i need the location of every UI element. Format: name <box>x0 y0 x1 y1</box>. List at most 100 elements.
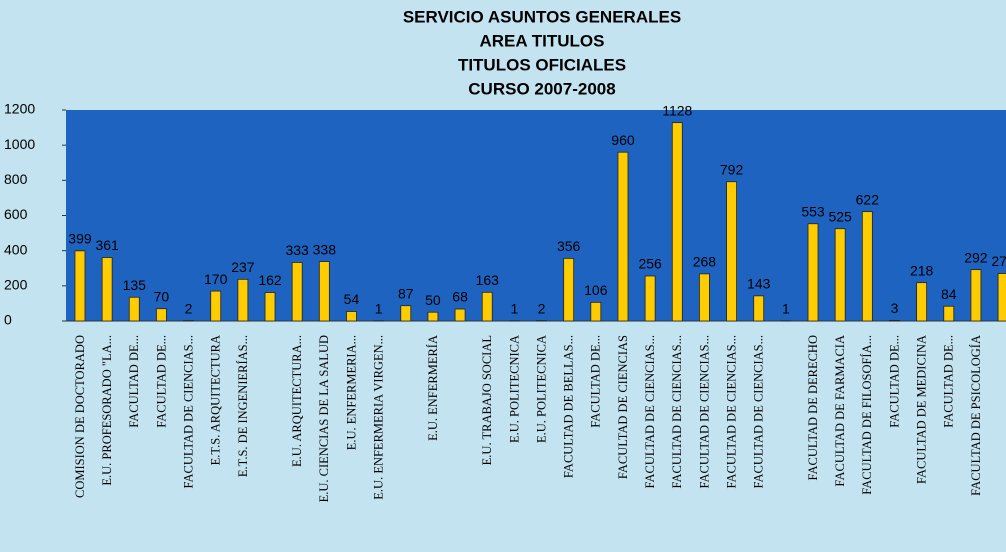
data-label: 2 <box>185 300 193 316</box>
plot-area <box>66 110 1006 321</box>
data-label: 143 <box>747 276 771 292</box>
chart-title: AREA TITULOS <box>480 31 605 50</box>
y-tick-label: 1000 <box>4 136 35 152</box>
x-tick-label: FACULTAD DE PSICOLOGÍA <box>969 335 983 496</box>
x-tick-label: FACULTAD DE FARMACIA <box>833 335 847 487</box>
y-tick-label: 800 <box>4 171 28 187</box>
data-label: 525 <box>828 208 852 224</box>
bar <box>128 296 140 322</box>
bar <box>644 275 656 322</box>
x-tick-label: E.T.S. DE INGENIERÍAS... <box>236 335 250 477</box>
data-label: 163 <box>476 272 500 288</box>
data-label: 2 <box>538 300 546 316</box>
bar <box>861 211 873 322</box>
x-tick-label: FACULTAD DE FILOSOFÍA... <box>860 335 874 495</box>
bar <box>318 261 330 322</box>
data-label: 68 <box>452 289 468 305</box>
x-tick-label: E.U. POLITECNICA <box>507 335 521 443</box>
data-label: 268 <box>693 254 717 270</box>
x-tick-label: E.U. POLITECNICA <box>534 335 548 443</box>
x-tick-label: FACULTAD DE... <box>942 335 956 428</box>
data-label: 292 <box>964 249 988 265</box>
data-label: 553 <box>801 203 825 219</box>
data-label: 70 <box>154 288 170 304</box>
plot: 0 200 400 600 800 1000 1200 COMISION DE DOCTORA… <box>4 101 1006 502</box>
bar <box>346 311 357 322</box>
x-tick-label: FACULTAD DE CIENCIAS... <box>643 335 657 489</box>
bar <box>807 223 819 322</box>
x-tick-label: FACULTAD DE CIENCIAS <box>616 335 630 479</box>
x-tick-label: E.U. ENFERMERÍA <box>426 335 440 441</box>
bar <box>834 228 846 322</box>
data-label: 1 <box>782 301 790 317</box>
bar <box>726 181 737 322</box>
x-tick-label: FACULTAD DE CIENCIAS... <box>181 335 195 489</box>
bar <box>427 311 439 322</box>
data-label: 54 <box>344 291 360 307</box>
x-tick-label: E.U. TRABAJO SOCIAL <box>480 335 494 465</box>
x-tick-label: FACULTAD DE DERECHO <box>806 335 820 481</box>
bar <box>156 308 167 322</box>
bar <box>210 290 222 322</box>
bar <box>481 291 493 322</box>
chart-title: SERVICIO ASUNTOS GENERALES <box>403 7 681 26</box>
x-tick-label: FACULTAD DE BELLAS... <box>562 335 576 478</box>
x-tick-label: E.U. ARQUITECTURA... <box>290 335 304 467</box>
data-label: 960 <box>611 132 635 148</box>
x-tick-label: FACULTAD DE CIENCIAS... <box>670 335 684 489</box>
x-tick-label: E.U. PROFESORADO "LA... <box>100 335 114 486</box>
data-label: 792 <box>720 161 744 177</box>
data-label: 622 <box>856 191 880 207</box>
x-tick-label: FACULTAD DE... <box>154 335 168 428</box>
x-tick-label: FACULTAD DE... <box>887 335 901 428</box>
data-label: 338 <box>313 241 337 257</box>
data-label: 1 <box>375 301 383 317</box>
bar <box>563 258 575 322</box>
data-label: 270 <box>991 253 1006 269</box>
bar <box>753 295 765 322</box>
bar <box>889 320 900 322</box>
chart-title: TITULOS OFICIALES <box>458 55 626 74</box>
bar <box>970 269 982 322</box>
bar <box>237 278 249 322</box>
data-label: 87 <box>398 285 414 301</box>
bar <box>699 273 710 322</box>
data-label: 84 <box>941 286 957 302</box>
bar <box>671 122 683 322</box>
bar <box>101 257 113 322</box>
data-label: 162 <box>258 272 282 288</box>
y-tick-label: 0 <box>4 312 12 328</box>
x-tick-label: FACULTAD DE CIENCIAS... <box>697 335 711 489</box>
x-tick-label: E.U. ENFERMERIA... <box>344 335 358 450</box>
x-tick-label: FACULTAD DE... <box>589 335 603 428</box>
bar <box>617 151 629 322</box>
data-label: 361 <box>95 237 119 253</box>
data-label: 135 <box>123 277 147 293</box>
x-tick-label: FACULTAD DE CIENCIAS... <box>724 335 738 489</box>
y-tick-label: 1200 <box>4 101 35 117</box>
data-label: 1128 <box>662 102 692 118</box>
x-tick-label: E.T.S. ARQUITECTURA <box>209 335 223 465</box>
y-tick-label: 600 <box>4 206 28 222</box>
x-tick-label: FACULTAD DE CIENCIAS... <box>752 335 766 489</box>
bar <box>74 250 86 322</box>
bar <box>400 305 412 322</box>
data-label: 256 <box>638 256 662 272</box>
y-tick-label: 400 <box>4 241 28 257</box>
data-label: 106 <box>584 282 608 298</box>
y-tick-label: 200 <box>4 277 28 293</box>
bar <box>943 305 955 322</box>
bar <box>590 301 602 322</box>
x-tick-label: FACULTAD DE... <box>127 335 141 428</box>
data-label: 399 <box>68 231 92 247</box>
data-label: 3 <box>891 300 899 316</box>
x-tick-label: E.U. CIENCIAS DE LA SALUD <box>317 335 331 502</box>
x-tick-label: COMISION DE DOCTORADO <box>73 335 87 498</box>
bar <box>454 308 466 322</box>
bar <box>997 273 1006 322</box>
x-tick-label: E.U. ENFERMERIA VIRGEN... <box>372 335 386 500</box>
chart-title: CURSO 2007-2008 <box>468 79 615 98</box>
data-label: 356 <box>557 238 581 254</box>
x-tick-label: FACULTAD DE MEDICINA <box>915 335 929 484</box>
